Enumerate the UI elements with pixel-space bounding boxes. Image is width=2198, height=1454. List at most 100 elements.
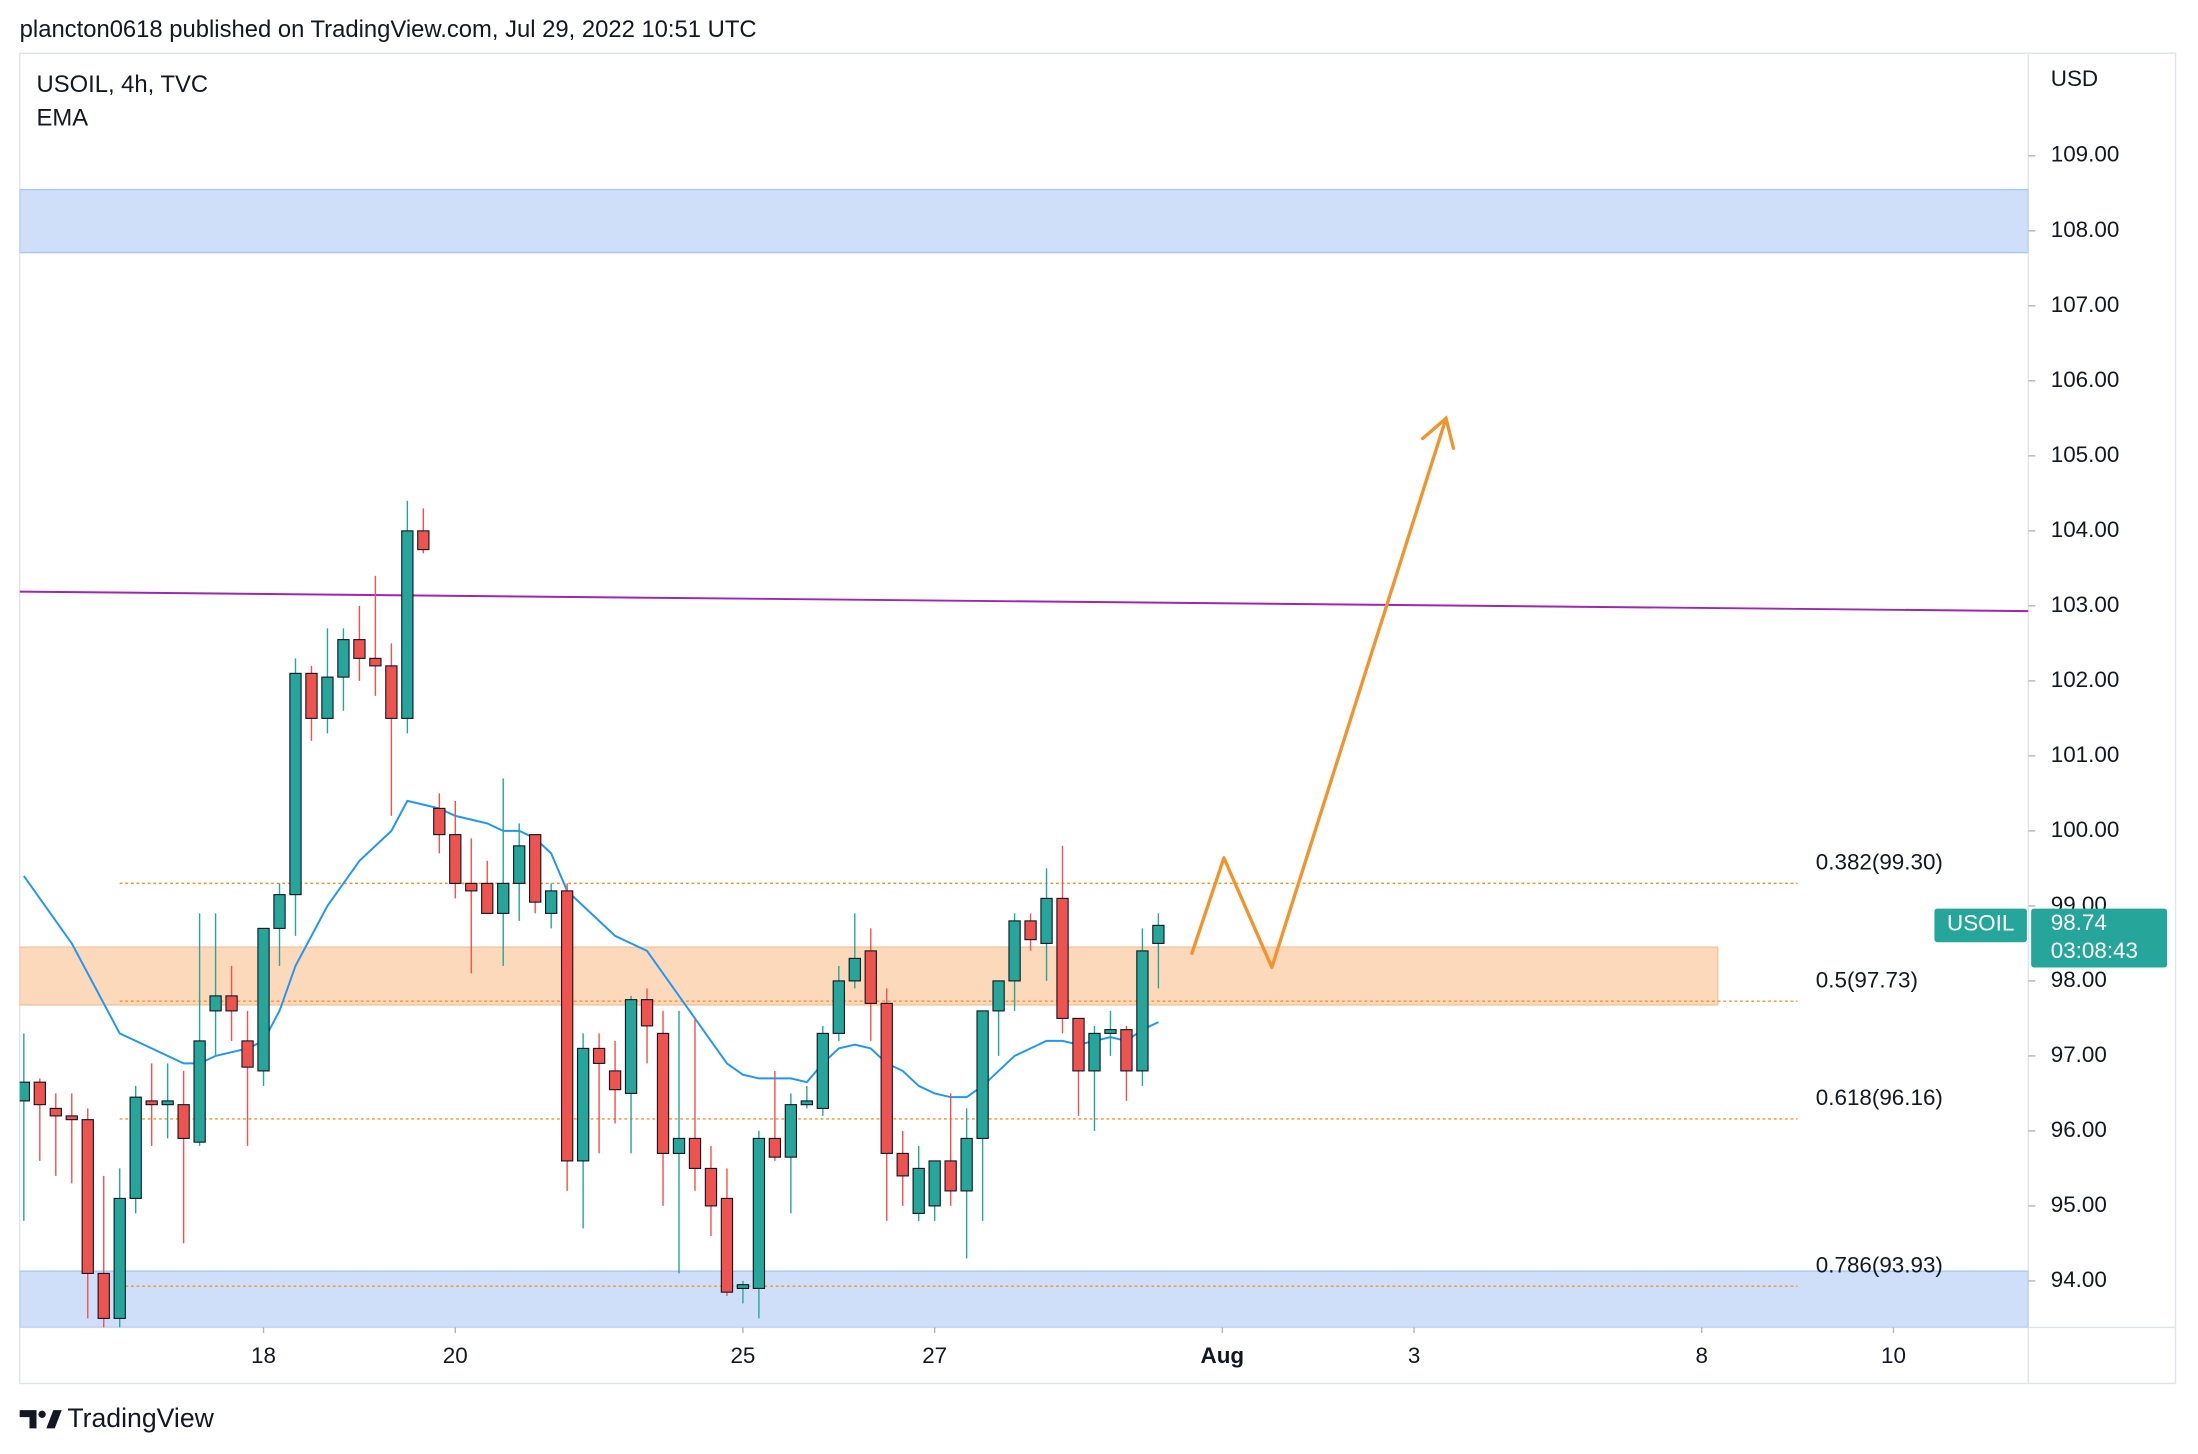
- overlay: 109.00 108.00 107.00 106.00 105.00 104.00 103.…: [251, 142, 2168, 1368]
- candle-body: [353, 639, 366, 659]
- candle-body: [81, 1119, 94, 1274]
- y-tick-label: 96.00: [2051, 1117, 2107, 1142]
- x-tick-label: 25: [730, 1343, 755, 1368]
- candle-body: [369, 657, 382, 667]
- fib-label: 0.382(99.30): [1816, 850, 1943, 875]
- candle-body: [289, 672, 302, 896]
- candle-body: [1088, 1032, 1101, 1072]
- logo-slash: [46, 1410, 62, 1429]
- fib-label: 0.618(96.16): [1816, 1085, 1943, 1110]
- header: plancton0618 published on TradingView.co…: [20, 16, 757, 43]
- candle-body: [433, 807, 446, 836]
- x-tick-label: Aug: [1201, 1343, 1245, 1368]
- candle-body: [864, 950, 877, 1004]
- projection-arrowhead: [1421, 415, 1456, 450]
- candle-body: [816, 1032, 829, 1109]
- candle-body: [33, 1081, 46, 1106]
- candle-body: [592, 1047, 606, 1064]
- candle-body: [305, 672, 318, 719]
- candle-body: [576, 1047, 590, 1162]
- y-tick-label: 104.00: [2051, 517, 2120, 542]
- candle-body: [704, 1167, 718, 1207]
- y-tick-label: 109.00: [2051, 142, 2120, 167]
- candle-body: [465, 882, 478, 892]
- price-tag: [2031, 908, 2168, 968]
- candle-body: [800, 1100, 814, 1106]
- candle-body: [672, 1137, 686, 1154]
- y-tick-label: 106.00: [2051, 367, 2120, 392]
- candle-body: [321, 676, 334, 719]
- y-tick-label: 98.00: [2051, 967, 2107, 992]
- currency: USD: [2051, 66, 2098, 91]
- symbol-tag: [1934, 908, 2027, 943]
- candle-body: [944, 1160, 957, 1192]
- candle-body: [608, 1070, 622, 1091]
- candle-body: [513, 845, 526, 884]
- frame: [18, 52, 2177, 1385]
- y-tick-label: 102.00: [2051, 667, 2120, 692]
- projection-path: [1189, 417, 1448, 970]
- candle-body: [497, 882, 510, 914]
- plot-area: 0.382(99.30) 0.5(97.73) 0.618(96.16) 0.786(…: [19, 188, 2029, 1328]
- candle-body: [752, 1137, 766, 1289]
- y-tick-label: 94.00: [2051, 1267, 2107, 1292]
- candle-body: [1120, 1029, 1133, 1072]
- y-tick-label: 105.00: [2051, 442, 2120, 467]
- fib-label: 0.5(97.73): [1816, 967, 1918, 992]
- legend-title: USOIL, 4h, TVC: [36, 71, 208, 98]
- candle-body: [784, 1104, 798, 1158]
- trendline: [19, 590, 2029, 613]
- y-tick-label: 95.00: [2051, 1192, 2107, 1217]
- candle-body: [97, 1272, 110, 1319]
- footer-brand: TradingView: [67, 1403, 214, 1433]
- candle-body: [337, 639, 350, 678]
- candle-body: [912, 1167, 925, 1214]
- x-tick-label: 10: [1881, 1343, 1906, 1368]
- candle-body: [544, 890, 558, 914]
- candle-body: [736, 1284, 750, 1289]
- candle-body: [720, 1197, 734, 1293]
- candle-body: [992, 980, 1005, 1012]
- price-tag-value: 98.74: [2051, 910, 2107, 935]
- ema-line: [23, 799, 1159, 1099]
- y-tick-label: 100.00: [2051, 817, 2120, 842]
- candle-body: [177, 1104, 190, 1139]
- x-tick-label: 8: [1695, 1343, 1707, 1368]
- candle-body: [209, 995, 222, 1012]
- candle-body: [768, 1137, 782, 1158]
- candle-body: [481, 882, 494, 914]
- candle-body: [640, 999, 654, 1027]
- candle-body: [417, 530, 430, 551]
- candle-body: [688, 1137, 702, 1169]
- candle-body: [560, 890, 574, 1162]
- fib-label: 0.786(93.93): [1816, 1252, 1943, 1277]
- candle-body: [928, 1160, 941, 1207]
- y-tick-label: 103.00: [2051, 592, 2120, 617]
- candle-body: [1024, 920, 1037, 941]
- symbol-tag-text: USOIL: [1947, 911, 2014, 936]
- candle-body: [161, 1100, 174, 1106]
- tradingview-logo: [19, 1410, 62, 1429]
- y-tick-label: 97.00: [2051, 1042, 2107, 1067]
- candle-body: [1040, 897, 1053, 944]
- indicator-label: EMA: [36, 104, 88, 131]
- zone: [19, 188, 2029, 254]
- candle-body: [976, 1010, 989, 1139]
- candle-body: [1136, 950, 1149, 1072]
- candle-body: [273, 894, 286, 929]
- x-tick-label: 20: [443, 1343, 468, 1368]
- x-tick-label: 27: [922, 1343, 947, 1368]
- candle-body: [385, 665, 398, 719]
- candle-body: [1008, 920, 1021, 982]
- candle-body: [529, 834, 542, 903]
- candle-body: [1152, 924, 1165, 944]
- zone: [19, 1270, 2029, 1328]
- y-tick-label: 107.00: [2051, 292, 2120, 317]
- candle-body: [1056, 897, 1069, 1019]
- y-tick-label: 108.00: [2051, 217, 2120, 242]
- y-tick-label: 101.00: [2051, 742, 2120, 767]
- candle-body: [848, 957, 861, 982]
- candle-body: [880, 1002, 893, 1154]
